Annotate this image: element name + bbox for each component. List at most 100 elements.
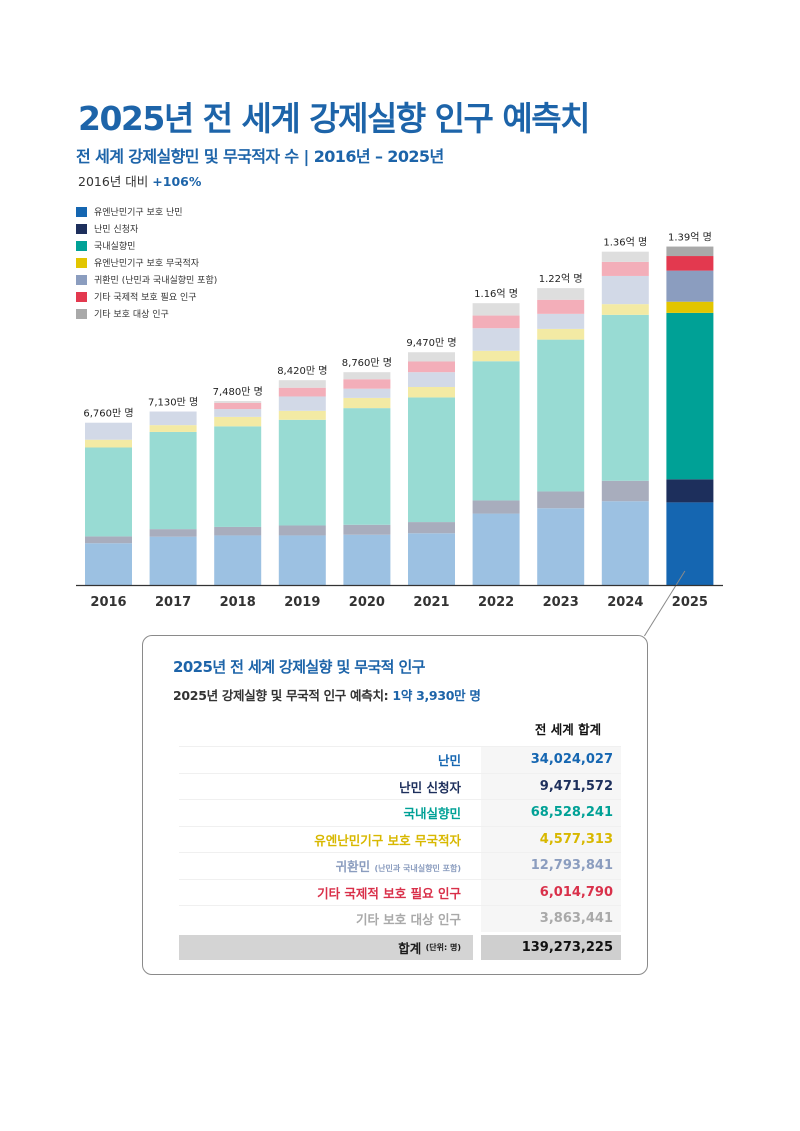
row-label: 유엔난민기구 보호 무국적자 — [314, 832, 461, 848]
bar-segment — [149, 536, 197, 585]
bar-segment — [537, 328, 585, 340]
total-unit: (단위: 명) — [425, 942, 461, 952]
bar-segment — [85, 439, 132, 448]
bar-segment — [278, 535, 326, 585]
bar-segment — [408, 372, 455, 387]
bar-segment — [149, 411, 197, 426]
bar-segment — [472, 328, 520, 351]
column-header: 전 세계 합계 — [534, 722, 602, 737]
row-label: 난민 신청자 — [399, 779, 461, 795]
legend-swatch — [76, 206, 87, 217]
legend-swatch — [76, 240, 87, 251]
total-row: 합계 (단위: 명) 139,273,225 — [179, 934, 621, 960]
bar-segment — [408, 352, 455, 362]
total-value: 139,273,225 — [481, 934, 621, 960]
bar-segment — [85, 447, 132, 537]
bar-total-label: 1.39억 명 — [668, 232, 712, 244]
x-tick-label: 2023 — [543, 595, 579, 610]
bar-segment — [666, 270, 714, 302]
bar-segment — [472, 513, 520, 585]
row-value: 4,577,313 — [481, 826, 621, 852]
table-row: 난민 34,024,027 — [179, 746, 621, 773]
bar-segment — [214, 402, 262, 410]
row-label: 국내실향민 — [403, 806, 461, 822]
bar-segment — [666, 312, 714, 480]
table-row: 난민 신청자 9,471,572 — [179, 772, 621, 799]
row-value: 3,863,441 — [481, 906, 621, 932]
bar-segment — [601, 261, 649, 276]
bar-segment — [214, 401, 262, 403]
bar-total-label: 8,760만 명 — [342, 357, 392, 369]
bar-segment — [278, 380, 326, 388]
x-tick-label: 2020 — [349, 595, 385, 610]
bar-segment — [278, 396, 326, 411]
stacked-bar-chart: 6,760만 명 2016 7,130만 명 2017 7,480만 명 2018 8,42… — [76, 232, 723, 637]
table-row: 기타 보호 대상 인구 3,863,441 — [179, 905, 621, 932]
bar-total-label: 9,470만 명 — [406, 337, 456, 349]
bar-segment — [472, 303, 520, 316]
bar-segment — [408, 397, 455, 523]
x-tick-label: 2022 — [478, 595, 514, 610]
bar-segment — [85, 422, 132, 440]
legend-item: 유엔난민기구 보호 난민 — [76, 203, 217, 220]
legend-label: 귀환민 (난민과 국내실향민 포함) — [94, 276, 218, 286]
bar-segment — [278, 410, 326, 420]
panel-subtitle-value: 1약 3,930만 명 — [392, 688, 481, 703]
bar-segment — [601, 480, 649, 502]
row-label-note: (난민과 국내실향민 포함) — [374, 864, 461, 874]
bar-segment — [666, 256, 714, 271]
bar-segment — [666, 301, 714, 313]
bar-segment — [537, 508, 585, 585]
bar-segment — [343, 379, 391, 389]
legend-swatch — [76, 308, 87, 319]
legend-item: 귀환민 (난민과 국내실향민 포함) — [76, 271, 217, 288]
row-label: 기타 국제적 보호 필요 인구 — [317, 885, 461, 901]
row-value: 6,014,790 — [481, 879, 621, 905]
bar-segment — [214, 426, 262, 527]
total-label: 합계 (단위: 명) — [179, 934, 473, 960]
bar-segment — [343, 372, 391, 380]
bar-segment — [666, 479, 714, 503]
bar-segment — [666, 246, 714, 257]
x-tick-label: 2018 — [220, 595, 256, 610]
legend-label: 기타 국제적 보호 필요 인구 — [94, 293, 197, 303]
panel-subtitle: 2025년 강제실향 및 무국적 인구 예측치: 1약 3,930만 명 — [173, 685, 481, 704]
x-tick-label: 2017 — [155, 595, 191, 610]
bar-total-label: 1.16억 명 — [474, 288, 518, 300]
bar-segment — [601, 304, 649, 315]
x-tick-label: 2021 — [413, 595, 449, 610]
bar-segment — [472, 315, 520, 329]
legend-label: 유엔난민기구 보호 무국적자 — [94, 259, 200, 269]
table-row: 국내실향민 68,528,241 — [179, 799, 621, 826]
bar-total-label: 7,480만 명 — [213, 386, 263, 398]
bar-segment — [343, 388, 391, 398]
row-value: 34,024,027 — [481, 747, 621, 773]
bar-segment — [601, 275, 649, 305]
bar-segment — [472, 350, 520, 362]
bar-segment — [537, 299, 585, 314]
bar-segment — [149, 431, 197, 530]
bar-segment — [278, 419, 326, 526]
bar-segment — [408, 361, 455, 373]
legend-swatch — [76, 274, 87, 285]
bar-total-label: 7,130만 명 — [148, 397, 198, 409]
bar-segment — [343, 408, 391, 525]
row-value: 9,471,572 — [481, 773, 621, 799]
chart-subtitle: 전 세계 강제실향민 및 무국적자 수 | 2016년 – 2025년 — [76, 147, 444, 166]
bar-segment — [85, 543, 132, 585]
bar-segment — [408, 533, 455, 585]
bar-segment — [537, 288, 585, 300]
growth-value: +106% — [152, 174, 202, 189]
bar-segment — [537, 491, 585, 509]
panel-title: 2025년 전 세계 강제실향 및 무국적 인구 — [173, 658, 425, 676]
bar-segment — [85, 536, 132, 544]
bar-segment — [601, 501, 649, 585]
summary-panel: 2025년 전 세계 강제실향 및 무국적 인구 2025년 강제실향 및 무국… — [142, 635, 648, 975]
bar-segment — [666, 502, 714, 585]
row-label: 귀환민 (난민과 국내실향민 포함) — [335, 859, 461, 875]
summary-table: 난민 34,024,027 난민 신청자 9,471,572 국내실향민 68,… — [179, 746, 621, 960]
bar-segment — [278, 387, 326, 397]
row-label: 기타 보호 대상 인구 — [355, 912, 461, 928]
bar-total-label: 1.36억 명 — [603, 237, 647, 249]
legend-label: 유엔난민기구 보호 난민 — [94, 208, 183, 218]
